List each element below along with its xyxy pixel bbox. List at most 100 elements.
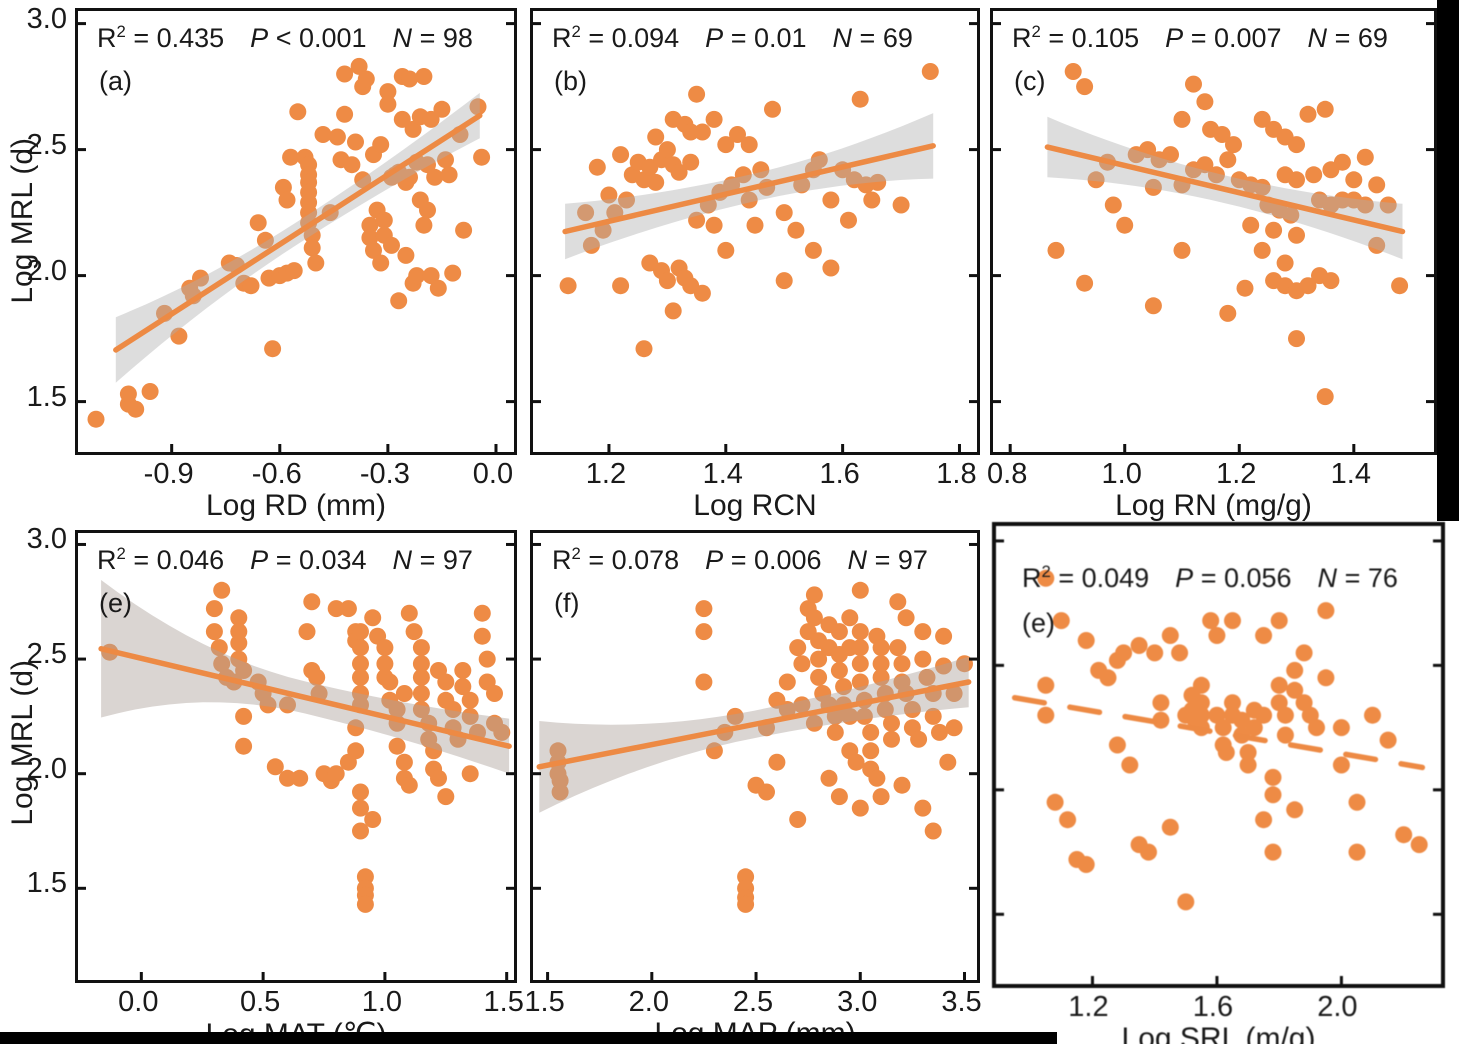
data-point [444,264,462,282]
data-point [1047,241,1065,259]
x-tick-label: 0.5 [239,986,281,1018]
data-point [405,623,423,641]
y-axis-tick [996,912,1004,916]
data-point [356,895,374,913]
x-axis-tick [139,972,143,980]
n-stat: N = 97 [392,545,473,575]
data-point [914,799,932,817]
data-point [822,191,840,209]
data-point [336,105,354,123]
x-tick-labels-srl: 1.2 1.6 2.0 [992,988,1445,1023]
x-tick-label: 1.4 [702,458,743,490]
data-point [364,811,382,828]
p-stat: P = 0.006 [705,545,822,575]
data-point [486,685,503,702]
panel-label-b: (b) [554,66,587,96]
data-point [787,221,805,239]
y-axis-tick [78,148,86,152]
data-point [945,685,963,702]
data-point [872,788,890,806]
data-point [192,269,209,287]
data-point [830,662,848,679]
data-point [1345,171,1363,189]
data-point [1379,731,1397,749]
data-point [1239,744,1257,761]
x-axis-tick [1090,976,1094,984]
data-point [693,123,711,141]
y-axis-tick [993,274,1001,278]
data-point [1161,818,1179,836]
data-point [810,151,828,169]
y-axis-tick [969,22,977,26]
y-tick-label: 3.0 [26,523,67,556]
data-point [868,769,886,787]
r2-stat: R2 = 0.046 [97,544,225,575]
data-point [291,769,309,787]
plot-area-e [75,530,517,983]
data-point [810,650,828,668]
data-point [1253,110,1271,128]
data-point [1288,136,1305,154]
data-point [1076,78,1094,96]
data-point [752,161,770,179]
x-axis-title-b: Log RCN [693,489,817,522]
data-point [1288,330,1305,348]
trend-line [536,679,972,770]
data-point [559,277,577,295]
data-point [883,714,900,732]
trend-line [562,143,936,235]
data-point [612,146,630,164]
x-axis-tick [170,444,174,452]
data-point [914,650,932,668]
data-point [737,895,755,913]
data-point [600,186,618,204]
panel-label-a: (a) [99,66,132,96]
data-point [830,788,848,806]
data-point [343,156,361,174]
data-point [1255,811,1273,829]
data-point [1332,719,1350,737]
data-point [256,231,274,249]
data-point [454,678,472,696]
data-point [119,385,137,403]
x-axis-tick [261,972,265,980]
data-point [826,723,844,741]
data-point [1208,627,1226,644]
y-tick-label: 2.5 [26,128,67,161]
data-point [415,216,433,234]
data-point [1121,756,1139,774]
y-axis-tick [996,663,1004,667]
data-point [289,103,307,121]
data-point [695,600,713,618]
x-axis-tick [957,444,961,452]
data-point [1286,801,1304,819]
data-point [1245,719,1263,737]
data-point [266,758,284,776]
y-axis-tick [533,400,541,404]
data-point [695,623,713,641]
data-point [1348,793,1366,811]
data-point [400,776,418,794]
data-point [862,723,880,741]
panel-srl: R2 = 0.049 P = 0.056 N = 76 (e) 1.2 1.6 2.0 … [992,522,1445,1044]
data-point [437,151,454,169]
x-axis-title-a: Log RD (mm) [205,489,386,522]
data-point [461,765,479,783]
data-point [426,168,444,186]
data-point [1173,241,1191,259]
scatter-svg [78,22,514,452]
data-point [688,85,706,103]
x-tick-label: -0.3 [359,458,410,490]
data-point [1064,63,1082,80]
data-point [945,719,963,737]
data-point [1236,279,1254,297]
data-point [469,98,487,116]
data-point [205,623,223,641]
n-stat: N = 69 [1307,23,1388,53]
data-point [235,707,253,725]
data-point [493,723,511,741]
stats-f: R2 = 0.078 P = 0.006 N = 97 [552,544,954,576]
data-point [1286,661,1304,679]
data-point [400,604,418,622]
x-axis-tick [1352,444,1356,452]
